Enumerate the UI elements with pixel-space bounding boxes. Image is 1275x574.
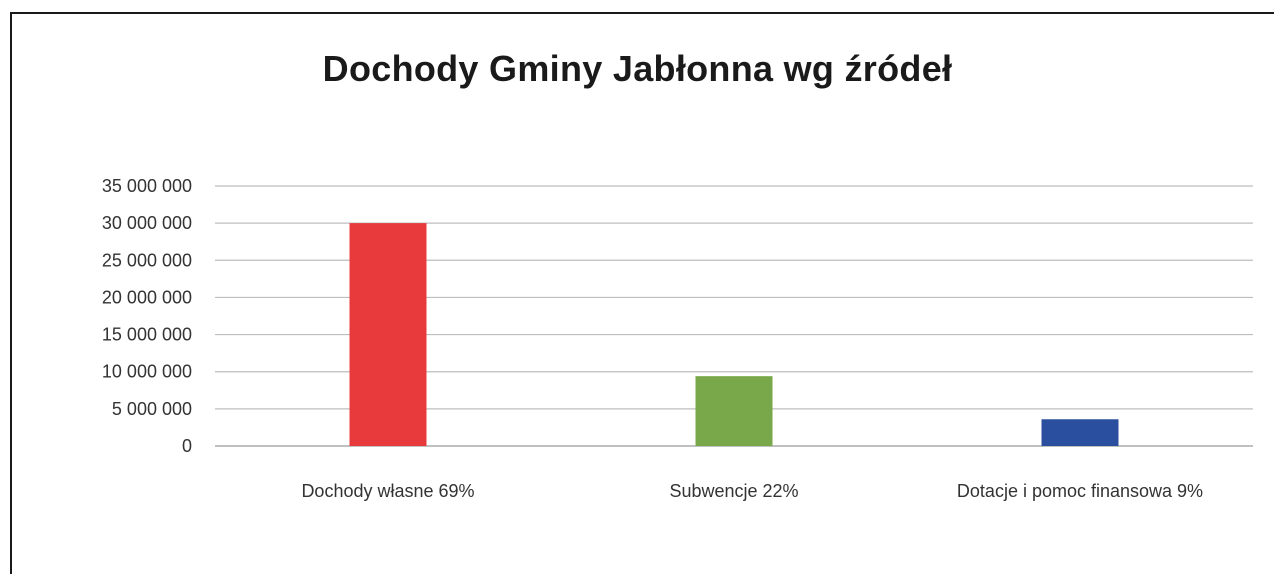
y-tick-label: 0 xyxy=(182,436,192,456)
y-tick-label: 30 000 000 xyxy=(102,213,192,233)
category-label: Dotacje i pomoc finansowa 9% xyxy=(957,481,1203,501)
bar xyxy=(1041,419,1119,446)
chart-title: Dochody Gminy Jabłonna wg źródeł xyxy=(322,48,953,89)
y-tick-label: 15 000 000 xyxy=(102,325,192,345)
bar xyxy=(349,223,427,446)
y-tick-label: 25 000 000 xyxy=(102,250,192,270)
y-tick-label: 5 000 000 xyxy=(112,399,192,419)
bars xyxy=(349,223,1119,446)
bar xyxy=(695,376,773,446)
y-tick-label: 10 000 000 xyxy=(102,362,192,382)
y-axis-tick-labels: 0 5 000 000 10 000 000 15 000 000 20 000 000… xyxy=(102,176,192,456)
x-axis-category-labels: Dochody własne 69% Subwencje 22% Dotacje i… xyxy=(301,481,1203,501)
chart-frame xyxy=(10,12,1274,574)
y-tick-label: 20 000 000 xyxy=(102,287,192,307)
y-tick-label: 35 000 000 xyxy=(102,176,192,196)
category-label: Dochody własne 69% xyxy=(301,481,474,501)
category-label: Subwencje 22% xyxy=(669,481,798,501)
